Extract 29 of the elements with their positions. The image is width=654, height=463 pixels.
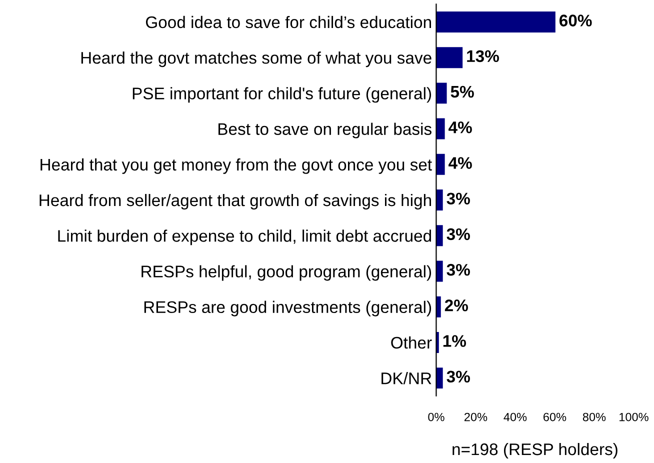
x-tick-label: 80% [582,412,606,422]
data-label: 1% [443,335,466,347]
x-tick-label: 20% [464,412,488,422]
y-tick-label: Heard the govt matches some of what you save [81,52,432,68]
y-tick-label: Heard from seller/agent that growth of savings is high [40,194,431,210]
y-tick-label: Heard that you get money from the govt once you set [40,158,432,174]
y-tick-label: RESPs helpful, good program (general) [142,265,432,281]
data-label: 3% [446,192,470,205]
y-tick-label: RESPs are good investments (general) [144,300,432,316]
x-axis-title: n=198 (RESP holders) [452,442,618,459]
data-label: 3% [446,370,470,383]
data-label: 4% [448,122,472,134]
data-label: 5% [450,86,474,98]
x-tick-label: 0% [428,412,444,422]
x-tick-label: 40% [504,412,527,422]
y-tick-label: Limit burden of expense to child, limit debt accrued [58,230,432,246]
y-tick-label: Best to save on regular basis [218,122,432,138]
data-label: 3% [446,228,470,240]
data-label: 2% [444,300,468,312]
x-tick-label: 100% [620,412,648,422]
y-tick-label: Good idea to save for child’s education [146,16,431,28]
x-tick-label: 60% [544,412,566,422]
y-tick-label: Other [391,336,432,349]
y-tick-label: DK/NR [382,372,432,384]
y-tick-label: PSE important for child's future (general) [132,87,432,103]
data-label: 13% [467,50,499,62]
data-label: 3% [446,264,470,276]
data-label: 4% [448,157,472,169]
data-label: 60% [560,14,592,26]
